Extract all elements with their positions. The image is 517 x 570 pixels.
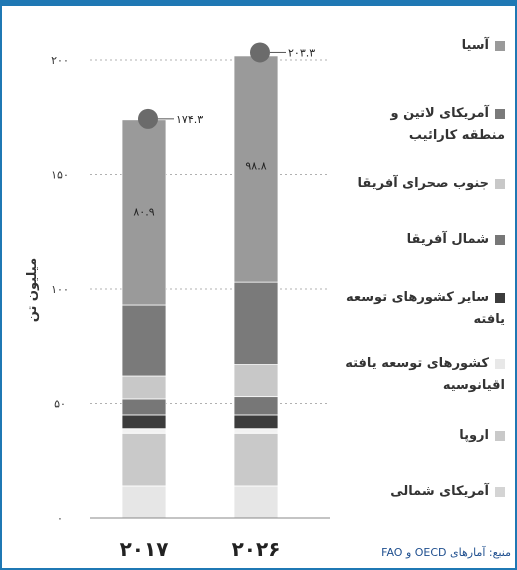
asia-value-label: ۸۰.۹ bbox=[133, 205, 154, 218]
legend-label-other-developed: سایر کشورهای توسعه یافته bbox=[346, 290, 505, 327]
bar-segment bbox=[121, 119, 167, 306]
bar-segment bbox=[121, 485, 167, 519]
legend-swatch-north-america bbox=[495, 486, 505, 497]
legend-item-other-developed: سایر کشورهای توسعه یافته bbox=[345, 287, 505, 331]
legend-swatch-latin-america bbox=[495, 108, 505, 119]
legend-item-oceania-developed: کشورهای توسعه یافته اقیانوسیه bbox=[345, 353, 505, 397]
legend-item-latin-america: آمریکای لاتین و منطقه کارائیب bbox=[345, 103, 505, 147]
y-tick-label: ۱۰۰ bbox=[51, 283, 69, 296]
total-value-label: ۲۰۳.۳ bbox=[288, 46, 315, 59]
legend-item-sub-saharan-africa: جنوب صحرای آفریقا bbox=[345, 173, 505, 195]
legend-swatch-asia bbox=[495, 40, 505, 51]
legend-swatch-oceania-developed bbox=[495, 358, 505, 369]
y-axis-label: میلیون تن bbox=[25, 258, 40, 322]
bar-segment bbox=[121, 428, 167, 434]
y-tick-label: ۰ bbox=[57, 512, 63, 525]
bar-segment bbox=[233, 281, 279, 365]
y-tick-label: ۵۰ bbox=[54, 398, 66, 411]
legend-item-europe: اروپا bbox=[345, 425, 505, 447]
x-category-label: ۲۰۱۷ bbox=[120, 537, 169, 561]
legend-item-north-america: آمریکای شمالی bbox=[345, 481, 505, 503]
asia-value-label: ۹۸.۸ bbox=[245, 160, 266, 173]
total-marker bbox=[138, 108, 158, 129]
legend-label-sub-saharan-africa: جنوب صحرای آفریقا bbox=[357, 176, 489, 191]
bar-segment bbox=[233, 432, 279, 487]
legend-label-europe: اروپا bbox=[459, 428, 489, 443]
legend-label-north-america: آمریکای شمالی bbox=[390, 484, 489, 499]
legend-swatch-north-africa bbox=[495, 234, 505, 245]
bar-segment bbox=[233, 55, 279, 283]
bar-segment bbox=[121, 414, 167, 430]
bar-segment bbox=[121, 398, 167, 416]
legend-label-latin-america: آمریکای لاتین و منطقه کارائیب bbox=[390, 106, 505, 143]
bar-segment bbox=[233, 485, 279, 519]
legend-item-north-africa: شمال آفریقا bbox=[345, 229, 505, 251]
legend-label-north-africa: شمال آفریقا bbox=[406, 232, 489, 247]
bar-segment bbox=[233, 364, 279, 398]
x-category-label: ۲۰۲۶ bbox=[232, 537, 281, 561]
bar-segment bbox=[121, 375, 167, 400]
total-marker bbox=[250, 42, 270, 63]
y-tick-label: ۲۰۰ bbox=[51, 54, 69, 67]
legend-label-asia: آسیا bbox=[461, 38, 489, 53]
bar-segment bbox=[233, 428, 279, 434]
legend-swatch-europe bbox=[495, 430, 505, 441]
legend-item-asia: آسیا bbox=[345, 35, 505, 57]
bar-segment bbox=[233, 396, 279, 416]
legend-label-oceania-developed: کشورهای توسعه یافته اقیانوسیه bbox=[345, 356, 505, 393]
total-value-label: ۱۷۴.۳ bbox=[176, 113, 203, 126]
bar-segment bbox=[121, 304, 167, 377]
legend-swatch-sub-saharan-africa bbox=[495, 178, 505, 189]
source-note: منبع: آمارهای OECD و FAO bbox=[381, 546, 511, 559]
bar-segment bbox=[233, 414, 279, 430]
y-tick-label: ۱۵۰ bbox=[51, 169, 69, 182]
bar-segment bbox=[121, 432, 167, 487]
legend-swatch-other-developed bbox=[495, 292, 505, 303]
